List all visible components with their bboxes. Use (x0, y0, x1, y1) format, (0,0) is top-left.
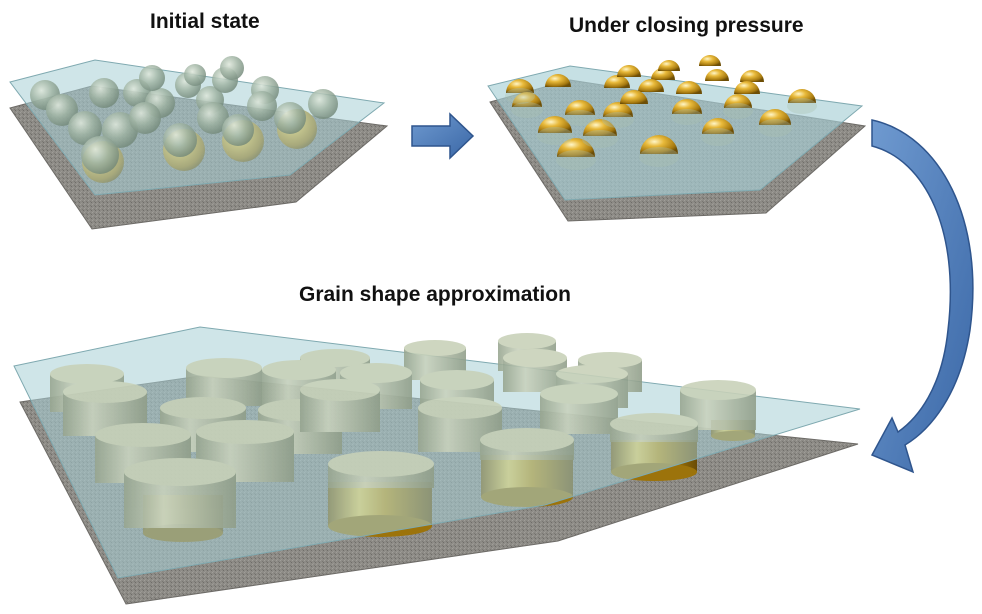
grain-approximation-title: Grain shape approximation (299, 283, 571, 306)
grain-cylinders (50, 333, 756, 528)
glass-plate (487, 65, 864, 201)
gold-hemispheres (506, 55, 816, 157)
grain-spheres (30, 56, 338, 174)
grain-shells (505, 88, 817, 170)
arrow-initial-to-pressure (411, 112, 475, 160)
closing-pressure-title: Under closing pressure (569, 14, 804, 37)
initial-state-panel (9, 56, 389, 230)
initial-state-title: Initial state (150, 10, 260, 33)
grain-approximation-panel (13, 326, 861, 605)
closing-pressure-panel (487, 55, 867, 222)
arrow-pressure-to-approximation (870, 119, 974, 474)
